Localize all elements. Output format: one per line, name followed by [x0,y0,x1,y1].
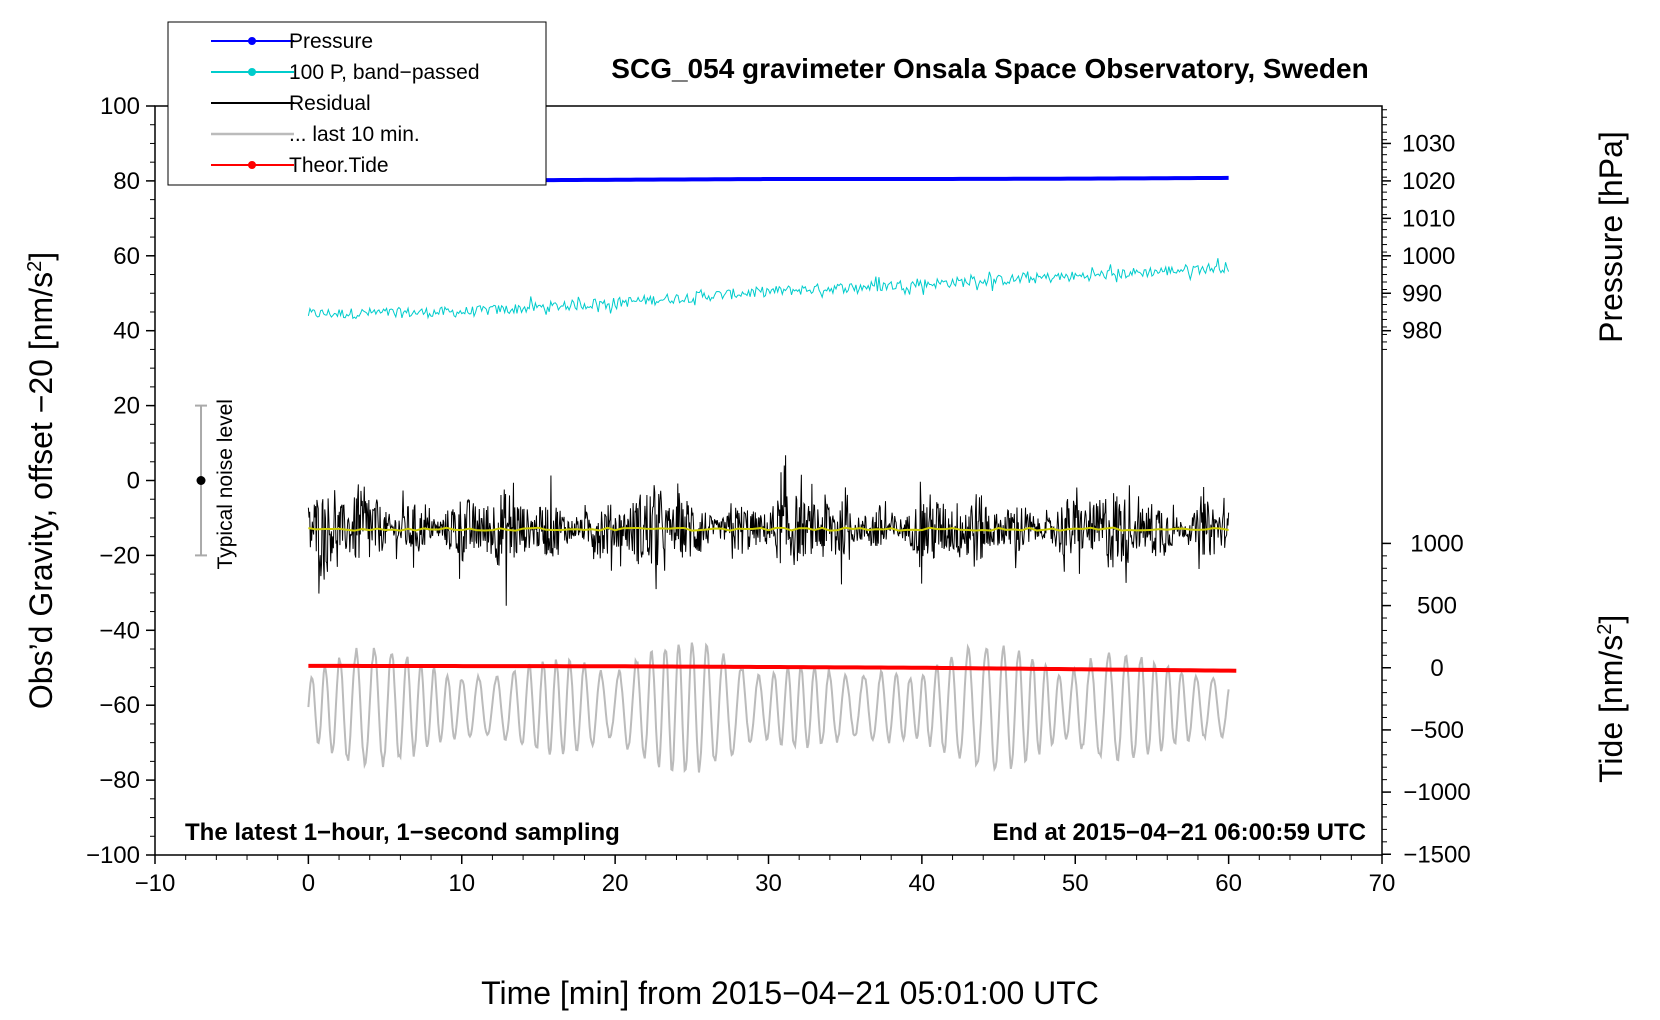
y-tick-label: −40 [99,617,140,644]
tide-tick-label: 0 [1430,655,1443,682]
y-tick-label: 100 [100,93,140,120]
x-tick-label: 10 [448,870,475,897]
tide-tick-label: 500 [1417,593,1457,620]
x-tick-label: 60 [1215,870,1242,897]
series-residual-mean [308,526,1229,532]
y-tick-label: −100 [86,842,140,869]
series-theor-tide [308,663,1237,673]
noise-level-label: Typical noise level [214,399,237,569]
tide-axis-title: Tide [nm/s2] [1593,615,1629,783]
x-tick-label: 30 [755,870,782,897]
legend-label: Pressure [289,30,373,53]
legend-marker [248,68,256,76]
y-tick-label: −20 [99,542,140,569]
tide-tick-label: 1000 [1410,530,1463,557]
sampling-note: The latest 1−hour, 1−second sampling [185,819,620,846]
tide-axis-title-end: ] [1593,615,1629,624]
y-tick-label: 0 [127,468,140,495]
series-band-passed-pressure [307,258,1230,320]
pressure-axis-title: Pressure [hPa] [1593,131,1629,343]
axes-layer: −10 0 10 20 30 40 50 60 70100806040200−20−40−60−… [86,93,1471,897]
y-tick-label: −60 [99,692,140,719]
noise-bar-center [196,476,206,485]
end-time-note: End at 2015−04−21 06:00:59 UTC [992,819,1366,846]
tide-tick-label: −1000 [1403,779,1470,806]
tide-axis-title-main: Tide [nm/s [1593,635,1629,783]
y-tick-label: 60 [113,243,140,270]
y-axis-title-sup: 2 [24,261,46,272]
legend-label: Theor.Tide [289,154,389,177]
pressure-tick-label: 1030 [1402,130,1455,157]
x-tick-label: 50 [1062,870,1089,897]
y-axis-title-main: Obs’d Gravity, offset −20 [nm/s [23,272,59,709]
legend-label: 100 P, band−passed [289,61,480,84]
y-tick-label: 20 [113,393,140,420]
legend: Pressure 100 P, band−passed Residual ... la… [167,21,547,186]
y-tick-label: −80 [99,767,140,794]
noise-level-bar [195,404,208,557]
x-tick-label: 0 [302,870,315,897]
y-axis-title-end: ] [23,252,59,261]
x-tick-label: 20 [602,870,629,897]
legend-label: ... last 10 min. [289,123,420,146]
x-tick-label: 40 [909,870,936,897]
x-axis-title: Time [min] from 2015−04−21 05:01:00 UTC [481,975,1099,1011]
y-tick-label: 80 [113,168,140,195]
chart-title: SCG_054 gravimeter Onsala Space Observat… [611,53,1368,84]
pressure-tick-label: 1000 [1402,243,1455,270]
series-residual [307,455,1230,606]
tide-tick-label: −500 [1410,717,1464,744]
legend-marker [248,161,256,169]
x-tick-label: 70 [1369,870,1396,897]
y-tick-label: 40 [113,318,140,345]
pressure-tick-label: 1020 [1402,168,1455,195]
legend-label: Residual [289,92,371,115]
series-layer [307,175,1237,774]
plot-frame [154,105,1383,856]
tide-tick-label: −1500 [1403,841,1470,868]
pressure-tick-label: 980 [1402,318,1442,345]
legend-marker [248,37,256,45]
y-axis-title: Obs’d Gravity, offset −20 [nm/s2] [23,252,59,709]
tide-axis-title-sup: 2 [1594,624,1616,635]
pressure-tick-label: 1010 [1402,205,1455,232]
x-tick-label: −10 [135,870,176,897]
series-last-10-min [307,642,1230,774]
pressure-tick-label: 990 [1402,280,1442,307]
